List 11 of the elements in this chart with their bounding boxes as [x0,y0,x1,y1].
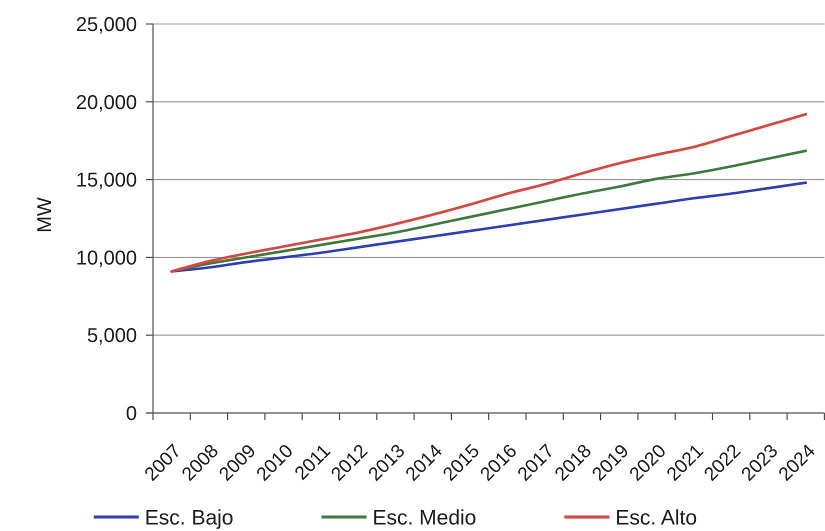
legend-label: Esc. Bajo [144,506,234,530]
y-tick-label: 5,000 [86,325,137,348]
y-tick-label: 15,000 [76,170,137,192]
y-tick-label: 0 [126,403,137,425]
legend-label: Esc. Alto [615,506,698,530]
y-tick-label: 25,000 [76,14,137,36]
y-tick-label: 20,000 [76,92,137,114]
y-tick-label: 10,000 [76,247,137,270]
line-series [170,112,808,273]
y-axis-title: MW [34,197,56,233]
legend-label: Esc. Medio [372,506,476,530]
